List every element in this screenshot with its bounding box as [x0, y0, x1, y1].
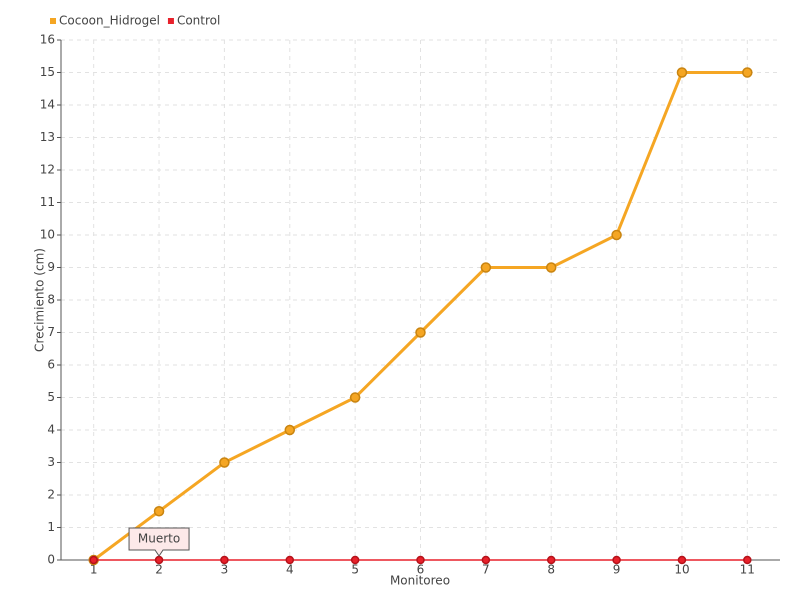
y-tick-label: 10 — [40, 228, 55, 242]
point — [612, 555, 621, 565]
y-tick-label: 16 — [40, 33, 55, 47]
y-tick-label: 1 — [47, 520, 55, 534]
y-tick-label: 8 — [47, 293, 55, 307]
y-tick-label: 11 — [40, 195, 55, 209]
point — [676, 67, 688, 78]
point — [89, 555, 98, 565]
y-tick-label: 5 — [47, 390, 55, 404]
y-tick-label: 15 — [40, 65, 55, 79]
point — [546, 555, 556, 565]
point — [350, 555, 360, 565]
x-tick-label: 4 — [286, 563, 294, 577]
x-tick-label: 2 — [155, 563, 163, 577]
y-tick-label: 12 — [40, 163, 55, 177]
y-tick-label: 14 — [40, 98, 55, 112]
x-tick-label: 11 — [740, 563, 755, 577]
point — [743, 555, 752, 565]
x-tick-label: 5 — [351, 563, 359, 577]
x-tick-label: 9 — [613, 563, 621, 577]
point — [220, 555, 229, 565]
legend-swatch — [167, 18, 174, 24]
y-tick-label: 4 — [47, 423, 55, 437]
y-tick-label: 0 — [47, 553, 55, 567]
legend-label: Cocoon_Hidrogel — [59, 14, 160, 28]
point — [545, 262, 557, 273]
point — [285, 555, 295, 565]
x-tick-label: 10 — [674, 563, 689, 577]
y-tick-label: 7 — [47, 325, 55, 339]
x-tick-label: 7 — [482, 563, 490, 577]
point — [742, 67, 753, 78]
point — [677, 555, 687, 565]
x-tick-label: 3 — [221, 563, 229, 577]
legend-swatch — [50, 18, 56, 24]
point — [154, 555, 164, 565]
y-axis-label: Crecimiento (cm) — [33, 248, 47, 352]
point — [153, 506, 165, 517]
y-tick-label: 13 — [40, 130, 55, 144]
point — [611, 229, 622, 241]
point — [349, 392, 361, 403]
y-tick-label: 6 — [47, 358, 55, 372]
x-axis-label: Monitoreo — [390, 574, 450, 588]
annotation-text: Muerto — [138, 532, 180, 546]
x-tick-label: 8 — [547, 563, 555, 577]
y-tick-label: 2 — [47, 488, 55, 502]
x-tick-label: 6 — [417, 563, 425, 577]
x-tick-label: 1 — [90, 563, 98, 577]
point — [480, 262, 492, 273]
point — [219, 457, 230, 468]
y-tick-label: 3 — [47, 455, 55, 469]
legend-label: Control — [177, 14, 220, 28]
y-tick-label: 9 — [47, 260, 55, 274]
point — [415, 327, 426, 338]
point — [284, 424, 296, 436]
point — [481, 555, 491, 565]
annotation-box — [128, 527, 190, 557]
point — [416, 555, 425, 565]
